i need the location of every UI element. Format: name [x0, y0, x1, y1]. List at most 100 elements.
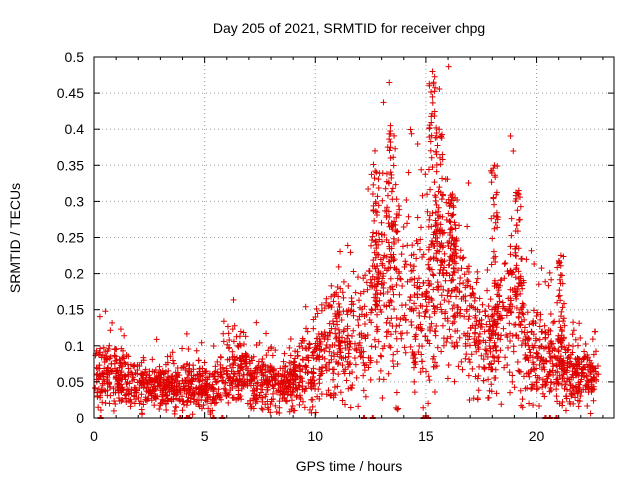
- data-point: [140, 354, 147, 361]
- data-point: [418, 166, 425, 173]
- data-point: [393, 389, 400, 396]
- data-point: [559, 280, 566, 287]
- data-point: [287, 336, 294, 343]
- data-point: [456, 280, 463, 287]
- data-point: [518, 328, 525, 335]
- data-point: [367, 276, 374, 283]
- data-point: [236, 333, 243, 340]
- data-point: [273, 409, 280, 416]
- data-point: [515, 283, 522, 290]
- data-point: [340, 278, 347, 285]
- data-point: [591, 375, 598, 382]
- data-point: [441, 310, 448, 317]
- data-point: [427, 138, 434, 145]
- data-point: [299, 345, 306, 352]
- data-point: [94, 389, 101, 396]
- data-point: [123, 380, 130, 387]
- data-point: [371, 175, 378, 182]
- data-point: [164, 373, 171, 380]
- data-point: [413, 305, 420, 312]
- data-point: [557, 252, 564, 259]
- data-point: [213, 390, 220, 397]
- data-point: [93, 372, 100, 379]
- data-point: [387, 284, 394, 291]
- data-point: [490, 212, 497, 219]
- data-point: [185, 387, 192, 394]
- data-point: [507, 251, 514, 258]
- data-point: [515, 216, 522, 223]
- data-point: [433, 363, 440, 370]
- data-point: [309, 403, 316, 410]
- data-point: [564, 355, 571, 362]
- data-point: [188, 381, 195, 388]
- data-point: [436, 227, 443, 234]
- data-points: [92, 63, 602, 419]
- data-point: [431, 389, 438, 396]
- data-point: [276, 404, 283, 411]
- data-point: [502, 306, 509, 313]
- data-point: [417, 236, 424, 243]
- data-point: [94, 365, 101, 372]
- data-point: [355, 297, 362, 304]
- data-point: [204, 394, 211, 401]
- data-point: [197, 391, 204, 398]
- data-point: [407, 262, 414, 269]
- data-point: [494, 354, 501, 361]
- data-point: [386, 147, 393, 154]
- data-point: [447, 226, 454, 233]
- data-point: [239, 352, 246, 359]
- data-point: [385, 370, 392, 377]
- data-point: [522, 342, 529, 349]
- data-point: [335, 359, 342, 366]
- data-point: [318, 390, 325, 397]
- data-point: [193, 347, 200, 354]
- data-point: [533, 379, 540, 386]
- data-point: [225, 330, 232, 337]
- data-point: [507, 389, 514, 396]
- data-point: [512, 288, 519, 295]
- data-point: [533, 386, 540, 393]
- data-point: [559, 358, 566, 365]
- data-point: [494, 310, 501, 317]
- data-point: [537, 316, 544, 323]
- data-point: [466, 397, 473, 404]
- data-point: [509, 378, 516, 385]
- data-point: [98, 388, 105, 395]
- data-point: [267, 401, 274, 408]
- data-point: [465, 278, 472, 285]
- data-point: [572, 336, 579, 343]
- data-point: [173, 372, 180, 379]
- data-point: [113, 357, 120, 364]
- data-point: [445, 361, 452, 368]
- data-point: [386, 130, 393, 137]
- data-point: [434, 279, 441, 286]
- data-point: [567, 351, 574, 358]
- data-point: [433, 219, 440, 226]
- data-point: [383, 267, 390, 274]
- data-point: [289, 389, 296, 396]
- data-point: [510, 269, 517, 276]
- data-point: [163, 377, 170, 384]
- data-point: [157, 402, 164, 409]
- data-point: [472, 305, 479, 312]
- data-point: [382, 185, 389, 192]
- data-point: [508, 232, 515, 239]
- data-point: [588, 369, 595, 376]
- data-point: [321, 305, 328, 312]
- data-point: [491, 162, 498, 169]
- data-point: [257, 389, 264, 396]
- data-point: [310, 370, 317, 377]
- data-point: [269, 352, 276, 359]
- data-point: [392, 266, 399, 273]
- data-point: [594, 363, 601, 370]
- data-point: [282, 363, 289, 370]
- data-point: [379, 238, 386, 245]
- data-point: [488, 179, 495, 186]
- data-point: [436, 184, 443, 191]
- data-point: [411, 389, 418, 396]
- data-point: [224, 323, 231, 330]
- data-point: [518, 282, 525, 289]
- data-point: [106, 342, 113, 349]
- data-point: [497, 277, 504, 284]
- data-point: [519, 310, 526, 317]
